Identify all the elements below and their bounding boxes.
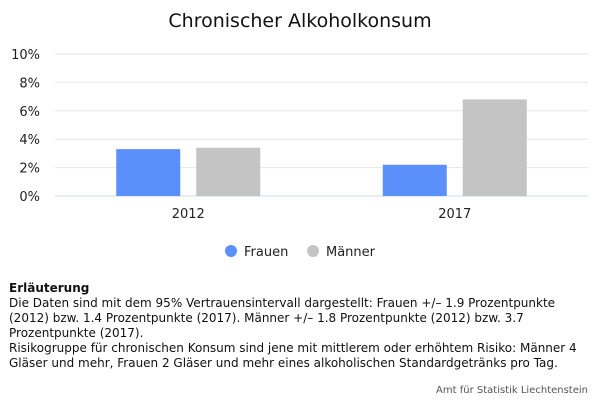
bar-frauen-2017[interactable]: [382, 164, 447, 196]
legend-marker: [307, 245, 319, 257]
notes-confidence-text: Die Daten sind mit dem 95% Vertrauensint…: [9, 296, 556, 340]
bar-mnner-2012[interactable]: [196, 147, 261, 196]
legend-marker: [225, 245, 237, 257]
legend: Frauen Männer: [225, 245, 376, 260]
bar-frauen-2012[interactable]: [116, 149, 181, 196]
y-tick-label: 6%: [19, 105, 40, 120]
notes-section: Erläuterung Die Daten sind mit dem 95% V…: [9, 281, 594, 371]
x-tick-label: 2017: [438, 207, 471, 222]
legend-label: Männer: [326, 245, 376, 260]
y-tick-label: 0%: [19, 190, 40, 205]
legend-item[interactable]: Männer: [307, 245, 376, 260]
y-tick-label: 10%: [11, 48, 40, 63]
y-tick-label: 4%: [19, 133, 40, 148]
y-axis: 0% 2% 4% 6% 8% 10%: [11, 48, 40, 205]
legend-item[interactable]: Frauen: [225, 245, 288, 260]
x-axis: 2012 2017: [172, 207, 472, 222]
chart-title: Chronischer Alkoholkonsum: [168, 10, 431, 32]
bars: [116, 99, 527, 196]
bar-mnner-2017[interactable]: [462, 99, 527, 196]
legend-label: Frauen: [244, 245, 288, 260]
source-credit: Amt für Statistik Liechtenstein: [436, 385, 588, 396]
y-tick-label: 2%: [19, 162, 40, 177]
notes-risk-text: Risikogruppe für chronischen Konsum sind…: [9, 341, 577, 370]
chart-canvas: Chronischer Alkoholkonsum 0%2%4%6%8%10% …: [11, 10, 588, 260]
x-tick-label: 2012: [172, 207, 205, 222]
notes-heading: Erläuterung: [9, 281, 90, 295]
y-tick-label: 8%: [19, 76, 40, 91]
